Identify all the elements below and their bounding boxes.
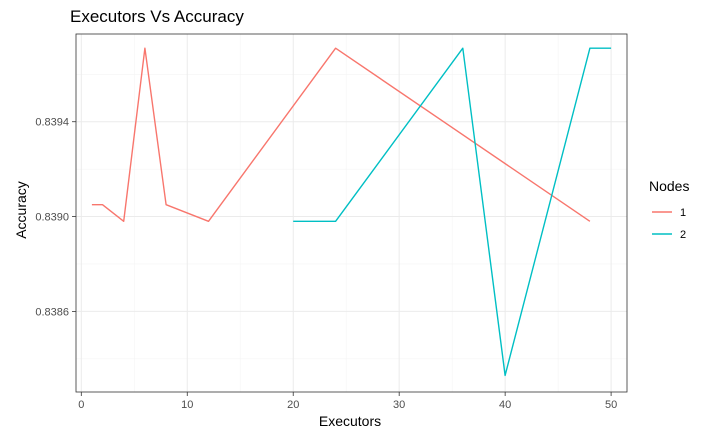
x-tick-label: 0 — [78, 399, 84, 411]
y-tick-label: 0.8386 — [35, 306, 69, 318]
y-tick-label: 0.8394 — [35, 117, 69, 129]
chart-title: Executors Vs Accuracy — [70, 7, 244, 26]
series-line-2 — [293, 47, 612, 377]
x-tick-label: 50 — [605, 399, 617, 411]
x-tick-label: 40 — [499, 399, 511, 411]
y-tick-label: 0.8390 — [35, 212, 69, 224]
series-lines — [91, 47, 612, 377]
axis-ticks: 0 10 20 30 40 50 0.8386 0.8390 0.8394 — [35, 117, 617, 411]
x-tick-label: 10 — [181, 399, 193, 411]
legend-label-2: 2 — [680, 229, 686, 241]
legend: Nodes 1 2 — [649, 178, 689, 241]
legend-title: Nodes — [649, 178, 689, 194]
x-tick-label: 30 — [393, 399, 405, 411]
x-tick-label: 20 — [287, 399, 299, 411]
series-line-1 — [91, 47, 591, 223]
plot-panel — [75, 33, 628, 393]
legend-label-1: 1 — [680, 207, 686, 219]
grid — [76, 34, 627, 392]
x-axis-title: Executors — [319, 413, 381, 429]
y-axis-title: Accuracy — [13, 181, 29, 239]
